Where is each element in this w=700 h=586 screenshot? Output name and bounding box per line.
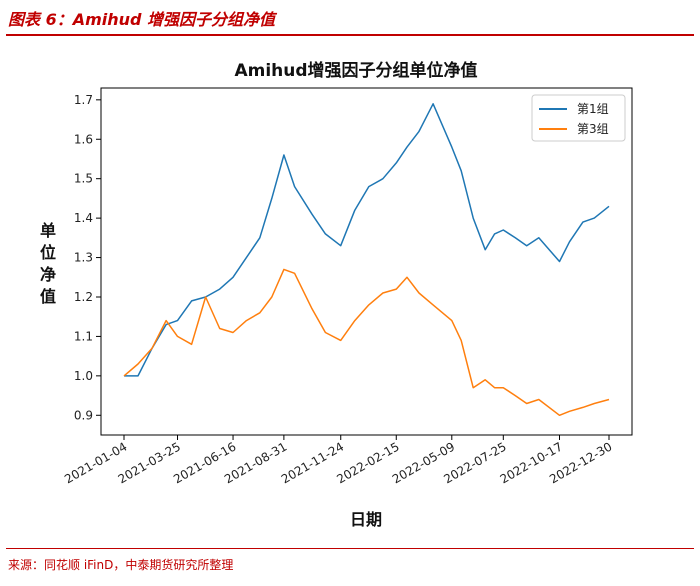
y-axis-label-char: 单 (40, 221, 56, 240)
y-tick-label: 1.5 (74, 172, 93, 186)
caption-rule (6, 34, 694, 36)
source-note: 来源：同花顺 iFinD，中泰期货研究所整理 (8, 558, 234, 572)
y-axis-label: 单位净值 (40, 221, 56, 306)
y-tick-label: 0.9 (74, 408, 93, 422)
source-rule (6, 548, 694, 549)
chart-title: Amihud增强因子分组单位净值 (234, 60, 477, 81)
series-lines (123, 103, 610, 417)
y-tick-label: 1.2 (74, 290, 93, 304)
y-axis-label-char: 值 (40, 287, 56, 306)
x-axis-label: 日期 (350, 510, 382, 529)
x-tick-label: 2021-11-24 (279, 439, 346, 486)
legend-label-2: 第3组 (577, 122, 609, 136)
y-tick-label: 1.4 (74, 211, 93, 225)
y-axis-label-char: 位 (40, 243, 56, 262)
y-tick-label: 1.7 (74, 93, 93, 107)
plot-frame (100, 87, 633, 436)
x-tick-label: 2022-02-15 (334, 439, 401, 486)
figure-caption: 图表 6：Amihud 增强因子分组净值 (8, 10, 276, 29)
y-axis: 0.9 1.0 1.1 1.2 1.3 1.4 1.5 1.6 1.7 (74, 93, 101, 422)
y-axis-label-char: 净 (40, 265, 56, 284)
y-tick-label: 1.0 (74, 369, 93, 383)
series-line-1 (124, 103, 610, 377)
series-line-2 (123, 268, 610, 417)
y-tick-label: 1.1 (74, 329, 93, 343)
y-tick-label: 1.3 (74, 251, 93, 265)
legend-label-1: 第1组 (577, 102, 609, 116)
x-axis: 2021-01-042021-03-252021-06-162021-08-31… (62, 435, 615, 486)
y-tick-label: 1.6 (74, 132, 93, 146)
